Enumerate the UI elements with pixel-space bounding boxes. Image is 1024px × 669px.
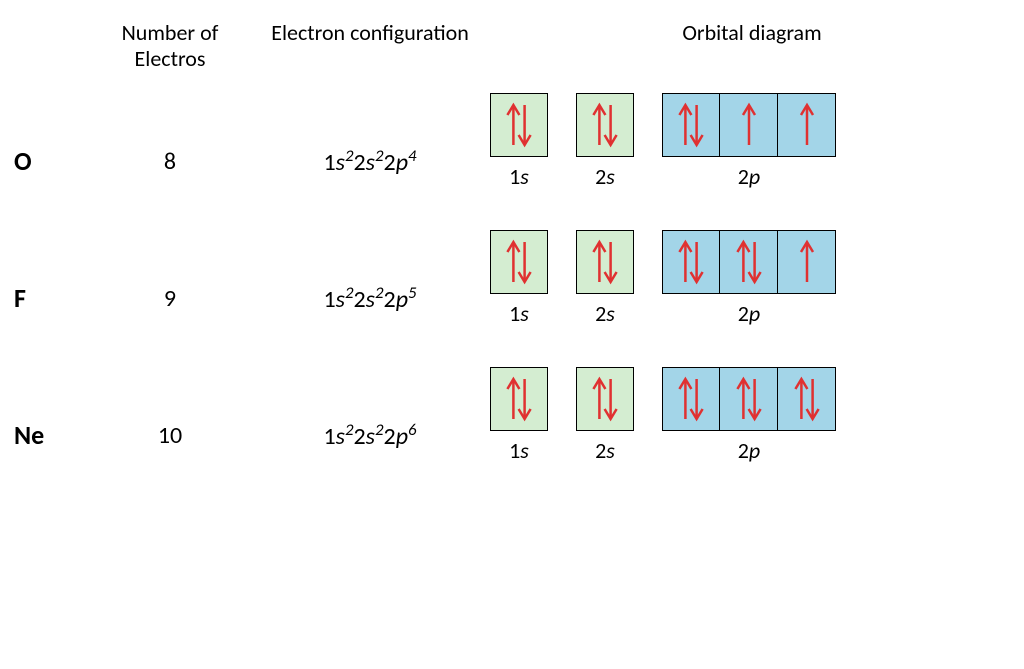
orbital-group-2p: 2p bbox=[662, 367, 836, 464]
orbital-box bbox=[662, 367, 720, 431]
orbital-box bbox=[778, 93, 836, 157]
orbital-box bbox=[720, 367, 778, 431]
electron-config: 1s22s22p5 bbox=[260, 282, 480, 314]
orbital-box bbox=[490, 367, 548, 431]
orbital-group-2s: 2s bbox=[576, 367, 634, 464]
orbital-label: 2p bbox=[738, 437, 760, 464]
orbital-label: 1s bbox=[509, 437, 529, 464]
orbital-box bbox=[720, 93, 778, 157]
orbital-box bbox=[778, 367, 836, 431]
electron-count: 9 bbox=[90, 284, 250, 313]
orbital-box bbox=[490, 93, 548, 157]
electron-count: 10 bbox=[90, 421, 250, 450]
orbital-label: 2s bbox=[595, 300, 615, 327]
header-electrons: Number of Electros bbox=[90, 20, 250, 93]
orbital-box bbox=[662, 230, 720, 294]
orbital-group-1s: 1s bbox=[490, 93, 548, 190]
orbital-box bbox=[778, 230, 836, 294]
orbital-group-2p: 2p bbox=[662, 230, 836, 327]
element-symbol: Ne bbox=[10, 419, 80, 451]
orbital-diagram: 1s 2s 2p bbox=[490, 230, 1014, 367]
orbital-box bbox=[490, 230, 548, 294]
orbital-label: 1s bbox=[509, 300, 529, 327]
header-diagram: Orbital diagram bbox=[490, 20, 1014, 66]
orbital-box bbox=[662, 93, 720, 157]
element-symbol: O bbox=[10, 145, 80, 177]
element-symbol: F bbox=[10, 282, 80, 314]
orbital-label: 2p bbox=[738, 300, 760, 327]
orbital-box bbox=[576, 367, 634, 431]
orbital-group-2s: 2s bbox=[576, 93, 634, 190]
element-rows: O8 1s22s22p4 1s 2s 2p F9 1s22s22p5 1s 2s 2… bbox=[10, 93, 1014, 504]
orbital-group-2p: 2p bbox=[662, 93, 836, 190]
orbital-box bbox=[720, 230, 778, 294]
electron-config: 1s22s22p4 bbox=[260, 145, 480, 177]
orbital-group-2s: 2s bbox=[576, 230, 634, 327]
orbital-diagram: 1s 2s 2p bbox=[490, 367, 1014, 504]
orbital-label: 1s bbox=[509, 163, 529, 190]
header-config: Electron configuration bbox=[260, 20, 480, 66]
orbital-box bbox=[576, 230, 634, 294]
orbital-label: 2s bbox=[595, 437, 615, 464]
electron-count: 8 bbox=[90, 147, 250, 176]
orbital-diagram: 1s 2s 2p bbox=[490, 93, 1014, 230]
electron-config: 1s22s22p6 bbox=[260, 419, 480, 451]
orbital-group-1s: 1s bbox=[490, 230, 548, 327]
orbital-label: 2s bbox=[595, 163, 615, 190]
orbital-group-1s: 1s bbox=[490, 367, 548, 464]
orbital-box bbox=[576, 93, 634, 157]
orbital-label: 2p bbox=[738, 163, 760, 190]
orbital-table: Number of Electros Electron configuratio… bbox=[10, 20, 1014, 93]
